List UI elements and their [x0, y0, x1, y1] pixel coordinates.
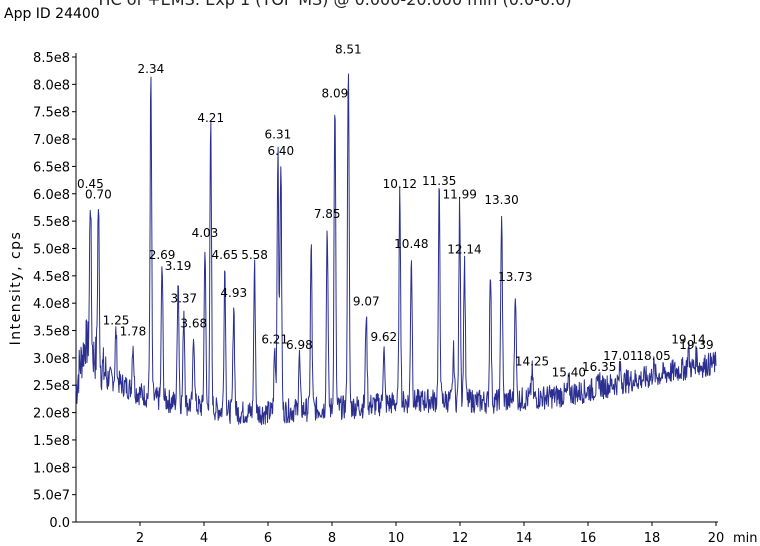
- y-tick-label: 5.5e8: [33, 215, 70, 230]
- peak-label: 6.98: [286, 338, 313, 352]
- peak-label: 7.85: [314, 207, 341, 221]
- y-tick-label: 5.0e8: [33, 242, 70, 257]
- peak-label: 3.37: [170, 292, 197, 306]
- peak-label: 2.69: [149, 248, 176, 262]
- y-tick-label: 7.5e8: [33, 106, 70, 121]
- peak-label: 19.39: [679, 338, 713, 352]
- peak-label: 15.40: [552, 366, 586, 380]
- peak-label: 9.07: [353, 294, 380, 308]
- y-tick-label: 2.0e8: [33, 407, 70, 422]
- x-tick-label: 4: [200, 531, 208, 546]
- peak-label: 4.21: [197, 111, 224, 125]
- intensity-trace: [75, 73, 717, 426]
- peak-label: 6.40: [267, 144, 294, 158]
- peak-label: 4.03: [192, 226, 219, 240]
- clipped-chart-title: TIC of +EMS: Exp 1 (TOF MS) @ 0.000-20.0…: [96, 0, 572, 9]
- y-tick-label: 7.0e8: [33, 133, 70, 148]
- x-axis-unit: min: [733, 531, 758, 546]
- y-tick-label: 1.0e8: [33, 461, 70, 476]
- peak-label: 6.21: [261, 333, 288, 347]
- y-tick-label: 4.0e8: [33, 297, 70, 312]
- y-tick-label: 6.0e8: [33, 188, 70, 203]
- peak-label: 10.12: [383, 177, 417, 191]
- peak-label: 3.68: [180, 316, 207, 330]
- peak-label: 8.09: [322, 87, 349, 101]
- y-tick-label: 8.5e8: [33, 51, 70, 66]
- x-tick-label: 8: [328, 531, 336, 546]
- y-tick-label: 5.0e7: [33, 489, 70, 504]
- y-tick-label: 6.5e8: [33, 160, 70, 175]
- x-tick-label: 16: [580, 531, 597, 546]
- y-tick-label: 0.0: [49, 516, 70, 531]
- peak-label: 4.65: [211, 248, 238, 262]
- app-id-label: App ID 24400: [4, 6, 100, 22]
- peak-label: 8.51: [335, 43, 362, 57]
- x-tick-label: 20: [708, 531, 725, 546]
- y-tick-label: 4.5e8: [33, 270, 70, 285]
- y-tick-label: 3.0e8: [33, 352, 70, 367]
- peak-label: 1.25: [103, 314, 130, 328]
- y-tick-label: 3.5e8: [33, 325, 70, 340]
- peak-label: 9.62: [370, 330, 397, 344]
- peak-label: 11.99: [443, 188, 477, 202]
- peak-label: 13.73: [498, 270, 532, 284]
- peak-label: 0.70: [85, 188, 112, 202]
- x-tick-label: 6: [264, 531, 272, 546]
- peak-label: 12.14: [447, 242, 481, 256]
- peak-label: 16.35: [582, 360, 616, 374]
- y-tick-label: 2.5e8: [33, 379, 70, 394]
- x-tick-label: 18: [644, 531, 661, 546]
- peak-label: 5.58: [241, 248, 268, 262]
- peak-label: 11.35: [422, 174, 456, 188]
- peak-label: 3.19: [165, 259, 192, 273]
- peak-label: 18.05: [636, 349, 670, 363]
- x-tick-label: 10: [388, 531, 405, 546]
- peak-label: 4.93: [220, 286, 247, 300]
- peak-label: 19.14: [671, 333, 705, 347]
- peak-label: 6.31: [265, 128, 292, 142]
- peak-label: 1.78: [120, 324, 147, 338]
- x-tick-label: 2: [136, 531, 144, 546]
- x-tick-label: 12: [452, 531, 469, 546]
- peak-label: 10.48: [394, 237, 428, 251]
- peak-label: 2.34: [138, 62, 165, 76]
- peak-label: 17.01: [603, 349, 637, 363]
- plot-area: 0.0 5.0e7 1.0e8 1.5e8 2.0e8 2.5e8 3.0e8 3.5e8 4.…: [33, 43, 724, 546]
- y-tick-label: 1.5e8: [33, 434, 70, 449]
- y-tick-label: 8.0e8: [33, 78, 70, 93]
- peak-label: 0.45: [77, 177, 104, 191]
- peak-label: 14.25: [515, 355, 549, 369]
- x-tick-label: 14: [516, 531, 533, 546]
- y-axis-title: Intensity, cps: [8, 231, 24, 346]
- peak-label: 13.30: [484, 193, 518, 207]
